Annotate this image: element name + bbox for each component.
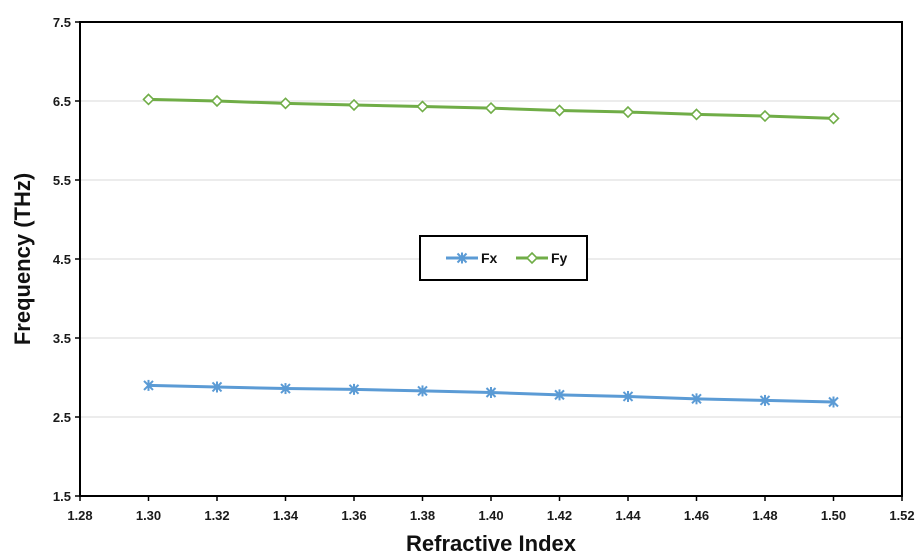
series — [142, 93, 840, 408]
y-tick-label: 5.5 — [53, 173, 71, 188]
legend-label: Fy — [551, 250, 568, 266]
fx-point — [691, 393, 702, 405]
x-tick-label: 1.38 — [410, 508, 435, 523]
legend-label: Fx — [481, 250, 498, 266]
x-tick-label: 1.40 — [478, 508, 503, 523]
y-axis: 1.5 2.5 3.5 4.5 5.5 6.5 7.5 — [53, 15, 80, 504]
y-tick-label: 3.5 — [53, 331, 71, 346]
y-tick-label: 6.5 — [53, 94, 71, 109]
y-tick-label: 4.5 — [53, 252, 71, 267]
fx-point — [622, 390, 634, 402]
y-tick-label: 2.5 — [53, 410, 71, 425]
x-tick-label: 1.42 — [547, 508, 572, 523]
fy-point — [553, 104, 566, 117]
fy-point — [827, 112, 840, 125]
fx-point — [143, 379, 154, 391]
fy-point — [142, 93, 155, 106]
x-axis: 1.28 1.30 1.32 1.34 1.36 1.38 1.40 1.42 1.44 1.46… — [67, 496, 915, 523]
x-tick-label: 1.28 — [67, 508, 92, 523]
fx-point — [211, 381, 223, 393]
x-tick-label: 1.32 — [204, 508, 229, 523]
x-tick-label: 1.52 — [889, 508, 914, 523]
y-axis-title: Frequency (THz) — [10, 173, 35, 345]
fx-point — [280, 383, 291, 395]
fy-point — [621, 105, 635, 119]
x-tick-label: 1.44 — [615, 508, 641, 523]
fy-point — [690, 108, 703, 121]
legend-entry-fy: Fy — [516, 250, 568, 266]
legend-fx-point — [456, 252, 468, 264]
y-tick-label: 1.5 — [53, 489, 71, 504]
x-tick-label: 1.30 — [136, 508, 161, 523]
legend: Fx Fy — [419, 235, 588, 281]
series-fy — [142, 93, 840, 125]
x-axis-title: Refractive Index — [406, 531, 577, 554]
fx-point — [485, 387, 497, 399]
x-tick-label: 1.48 — [752, 508, 777, 523]
fy-point — [416, 100, 429, 113]
fx-point — [759, 394, 771, 406]
legend-fy-point — [525, 251, 539, 265]
fx-point — [554, 389, 565, 401]
x-tick-label: 1.36 — [341, 508, 366, 523]
fy-point — [210, 94, 224, 108]
legend-entry-fx: Fx — [446, 250, 498, 266]
x-tick-label: 1.46 — [684, 508, 709, 523]
fx-point — [417, 385, 428, 397]
fy-point — [347, 98, 361, 112]
x-tick-label: 1.34 — [273, 508, 299, 523]
fy-point — [279, 97, 292, 110]
y-tick-label: 7.5 — [53, 15, 71, 30]
x-tick-label: 1.50 — [821, 508, 846, 523]
series-fx — [143, 379, 839, 408]
fx-point — [828, 396, 839, 408]
fy-point — [758, 109, 772, 123]
fx-point — [348, 383, 360, 395]
fy-point — [484, 101, 498, 115]
